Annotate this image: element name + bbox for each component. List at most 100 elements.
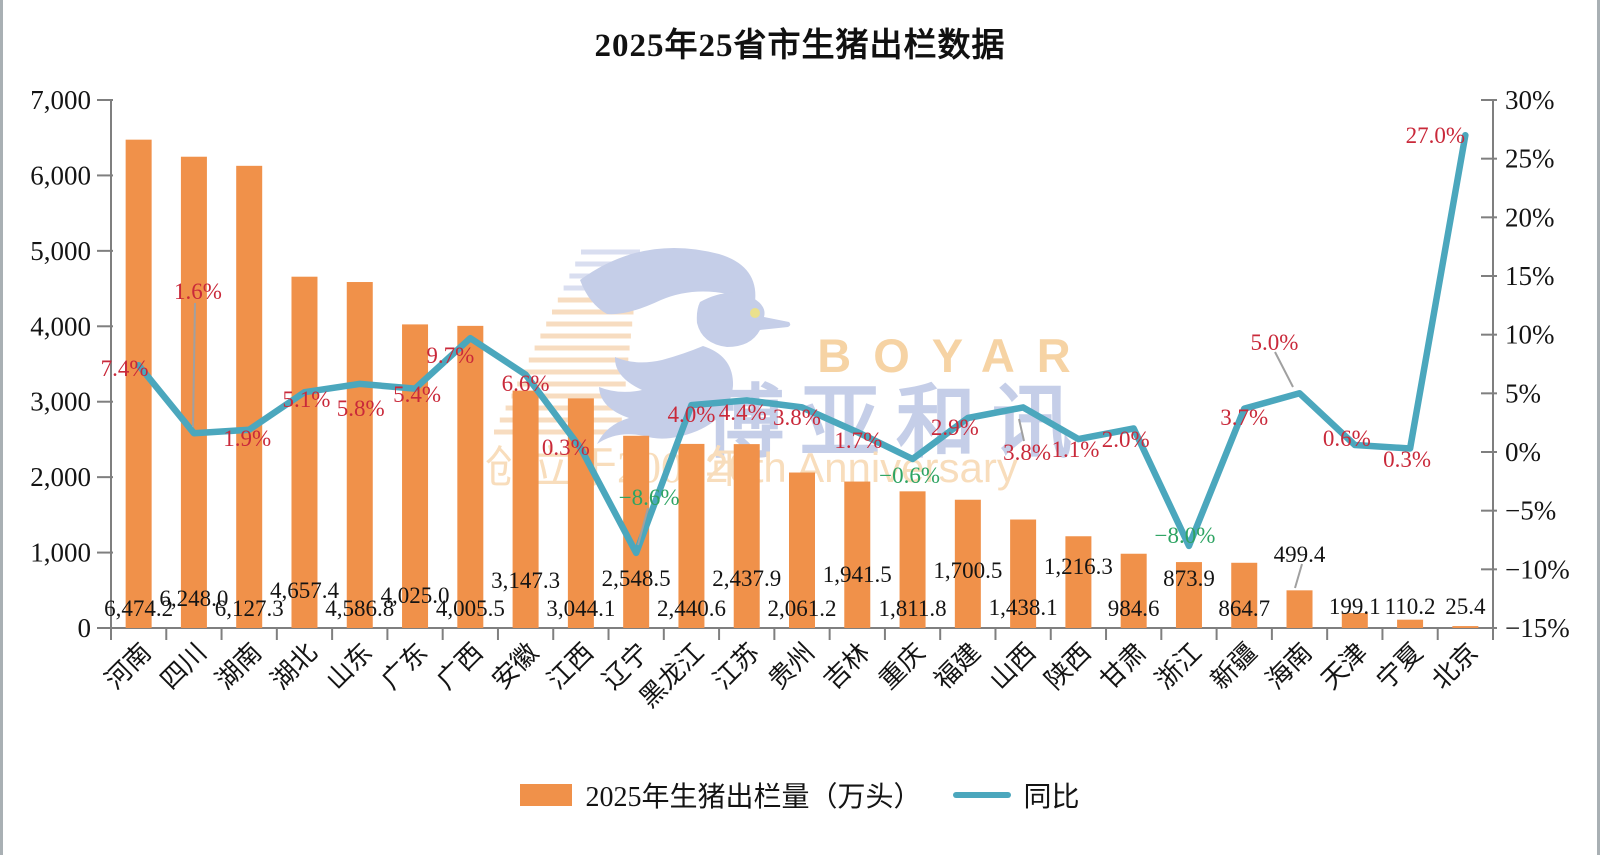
yoy-labels: 7.4% 1.6% 1.9% 5.1% 5.8% 5.4% 9.7% 6.6% 0.3% −8.6… bbox=[101, 123, 1465, 548]
right-axis-tick-label: 5% bbox=[1505, 378, 1541, 408]
yoy-line bbox=[135, 131, 1469, 557]
bar-福建 bbox=[954, 499, 981, 628]
yoy-label-天津: 0.6% bbox=[1323, 426, 1371, 451]
bar-value-label-安徽: 3,147.3 bbox=[491, 568, 560, 593]
x-label-甘肃: 甘肃 bbox=[1095, 638, 1152, 695]
yoy-label-河南: 7.4% bbox=[101, 356, 149, 381]
x-label-江西: 江西 bbox=[542, 638, 599, 695]
bar-value-label-广东: 4,025.0 bbox=[381, 583, 450, 608]
bar-黑龙江 bbox=[678, 443, 705, 628]
yoy-label-四川: 1.6% bbox=[174, 279, 222, 304]
yoy-label-湖南: 1.9% bbox=[223, 426, 271, 451]
legend-bar-label: 2025年生猪出栏量（万头） bbox=[585, 782, 922, 813]
bar-贵州 bbox=[789, 472, 815, 628]
legend-line-label: 同比 bbox=[1023, 782, 1080, 813]
x-axis-labels: 河南四川湖南湖北山东广东广西安徽江西辽宁黑龙江江苏贵州吉林重庆福建山西陕西甘肃浙… bbox=[100, 638, 1484, 714]
yoy-label-江苏: 4.4% bbox=[719, 400, 767, 425]
x-label-广西: 广西 bbox=[431, 638, 488, 695]
bar-value-label-湖北: 4,657.4 bbox=[270, 578, 340, 603]
x-label-宁夏: 宁夏 bbox=[1371, 638, 1428, 695]
watermark-dove-eye-icon bbox=[750, 308, 760, 318]
right-axis-tick-label: 0% bbox=[1505, 437, 1541, 467]
bar-value-label-广西: 4,005.5 bbox=[436, 596, 505, 621]
x-label-湖南: 湖南 bbox=[210, 638, 267, 695]
yoy-label-leader bbox=[637, 507, 649, 546]
bar-安徽 bbox=[512, 390, 539, 628]
bar-湖北 bbox=[291, 276, 318, 628]
bar-新疆 bbox=[1231, 562, 1258, 628]
bar-label-leader bbox=[1294, 563, 1303, 589]
right-axis-tick-label: −10% bbox=[1505, 554, 1570, 584]
bar-陕西 bbox=[1065, 536, 1092, 628]
left-axis-tick-label: 4,000 bbox=[30, 311, 91, 341]
x-label-河南: 河南 bbox=[100, 638, 157, 695]
x-label-北京: 北京 bbox=[1426, 638, 1483, 695]
legend-bar-swatch bbox=[520, 784, 573, 806]
x-label-吉林: 吉林 bbox=[818, 638, 875, 695]
bar-山西 bbox=[1010, 519, 1037, 628]
bar-value-label-黑龙江: 2,440.6 bbox=[657, 596, 726, 621]
bar-value-label-湖南: 6,127.3 bbox=[215, 596, 284, 621]
bar-value-label-河南: 6,474.2 bbox=[104, 596, 173, 621]
yoy-label-重庆: −0.6% bbox=[879, 463, 940, 488]
yoy-label-海南: 5.0% bbox=[1251, 330, 1299, 355]
yoy-label-江西: 0.3% bbox=[542, 435, 590, 460]
x-label-重庆: 重庆 bbox=[874, 638, 931, 695]
yoy-label-广西: 9.7% bbox=[426, 343, 474, 368]
yoy-label-山西: 3.8% bbox=[1003, 440, 1051, 465]
left-axis-tick-label: 5,000 bbox=[30, 236, 91, 266]
x-label-黑龙江: 黑龙江 bbox=[634, 638, 710, 714]
yoy-label-leader bbox=[1274, 351, 1294, 388]
bar-value-label-贵州: 2,061.2 bbox=[768, 596, 837, 621]
watermark-dove-head-icon bbox=[696, 292, 791, 347]
bar-value-label-重庆: 1,811.8 bbox=[878, 596, 946, 621]
bar-湖南 bbox=[236, 165, 263, 628]
left-axis-tick-label: 6,000 bbox=[30, 160, 91, 190]
bar-海南 bbox=[1286, 590, 1313, 628]
watermark-dove-body-icon bbox=[597, 346, 734, 444]
yoy-label-leader bbox=[1018, 418, 1025, 442]
x-label-广东: 广东 bbox=[376, 638, 433, 695]
watermark-dove-wing-icon bbox=[580, 247, 756, 315]
x-label-江苏: 江苏 bbox=[708, 638, 765, 695]
x-label-山东: 山东 bbox=[321, 638, 378, 695]
bar-value-label-福建: 1,700.5 bbox=[933, 558, 1002, 583]
x-label-海南: 海南 bbox=[1260, 638, 1317, 695]
yoy-label-leader bbox=[192, 302, 196, 428]
bar-河南 bbox=[125, 139, 152, 628]
bar-value-label-陕西: 1,216.3 bbox=[1044, 554, 1113, 579]
right-axis-tick-label: −15% bbox=[1505, 613, 1570, 643]
yoy-label-陕西: 1.1% bbox=[1051, 437, 1099, 462]
bar-北京 bbox=[1452, 626, 1479, 628]
bar-value-label-江苏: 2,437.9 bbox=[712, 566, 781, 591]
legend-line-swatch bbox=[952, 792, 1011, 798]
x-label-湖北: 湖北 bbox=[265, 638, 322, 695]
x-label-贵州: 贵州 bbox=[763, 638, 820, 695]
right-axis-tick-label: 15% bbox=[1505, 261, 1555, 291]
yoy-label-福建: 2.9% bbox=[931, 415, 979, 440]
bar-甘肃 bbox=[1120, 553, 1147, 628]
x-label-天津: 天津 bbox=[1316, 638, 1373, 695]
left-axis-tick-label: 2,000 bbox=[30, 462, 91, 492]
bar-value-label-天津: 199.1 bbox=[1329, 594, 1381, 619]
yoy-label-安徽: 6.6% bbox=[502, 371, 550, 396]
yoy-label-山东: 5.8% bbox=[337, 396, 385, 421]
chart-title: 2025年25省市生猪出栏数据 bbox=[594, 28, 1006, 64]
x-label-福建: 福建 bbox=[929, 638, 986, 695]
watermark-brand-cn-text: 博亚和讯 bbox=[704, 380, 1088, 468]
left-axis-tick-label: 0 bbox=[78, 613, 92, 643]
left-axis-tick-label: 3,000 bbox=[30, 387, 91, 417]
right-axis-tick-label: −5% bbox=[1505, 496, 1556, 526]
x-label-陕西: 陕西 bbox=[1039, 638, 1096, 695]
x-label-安徽: 安徽 bbox=[487, 638, 544, 695]
yoy-label-吉林: 1.7% bbox=[834, 428, 882, 453]
right-axis-tick-label: 25% bbox=[1505, 144, 1555, 174]
bar-value-label-宁夏: 110.2 bbox=[1385, 594, 1436, 619]
bar-山东 bbox=[346, 282, 373, 628]
bar-value-label-北京: 25.4 bbox=[1445, 594, 1486, 619]
left-axis-tick-label: 1,000 bbox=[30, 538, 91, 568]
bar-value-label-江西: 3,044.1 bbox=[546, 596, 615, 621]
x-label-浙江: 浙江 bbox=[1150, 638, 1207, 695]
legend: 2025年生猪出栏量（万头） 同比 bbox=[3, 775, 1597, 815]
